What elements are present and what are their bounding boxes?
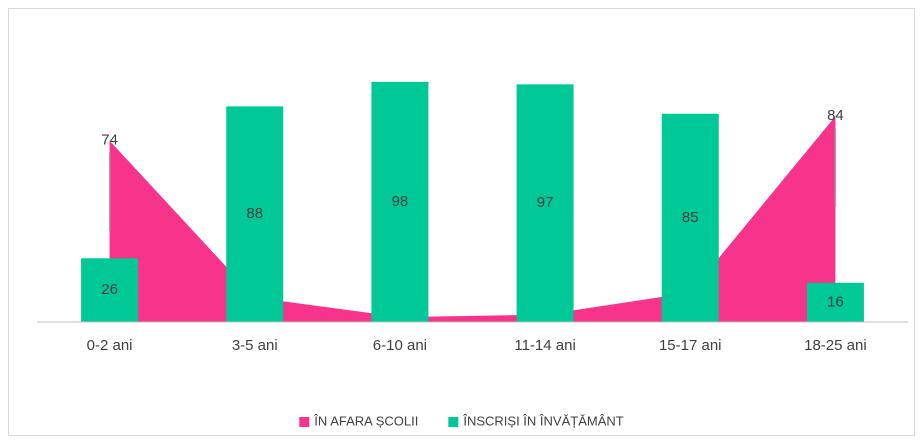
bar	[516, 84, 574, 322]
x-tick-label: 6-10 ani	[373, 337, 427, 354]
legend-swatch	[299, 417, 310, 427]
legend-label: ÎN AFARA ȘCOLII	[313, 413, 418, 428]
x-tick-label: 3-5 ani	[232, 337, 278, 354]
data-label: 16	[827, 293, 844, 310]
legend-label: ÎNSCRIȘI ÎN ÎNVĂȚĂMÂNT	[462, 413, 623, 428]
data-label: 98	[392, 193, 409, 210]
data-label: 84	[827, 107, 844, 124]
data-label: 26	[101, 281, 118, 298]
bar	[806, 282, 864, 322]
bar	[661, 113, 719, 322]
area	[109, 116, 836, 322]
data-label: 74	[101, 132, 118, 149]
x-tick-label: 18-25 ani	[804, 337, 867, 354]
legend-swatch	[448, 417, 459, 427]
bar	[371, 81, 429, 323]
x-tick-label: 15-17 ani	[659, 337, 722, 354]
legend: ÎN AFARA ȘCOLII ÎNSCRIȘI ÎN ÎNVĂȚĂMÂNT	[299, 413, 624, 428]
bar	[81, 258, 139, 322]
data-label: 85	[682, 209, 699, 226]
x-tick-label: 0-2 ani	[87, 337, 133, 354]
data-label: 88	[246, 205, 263, 222]
x-tick-label: 11-14 ani	[514, 337, 575, 354]
data-label: 97	[537, 194, 554, 211]
bar	[226, 106, 284, 323]
